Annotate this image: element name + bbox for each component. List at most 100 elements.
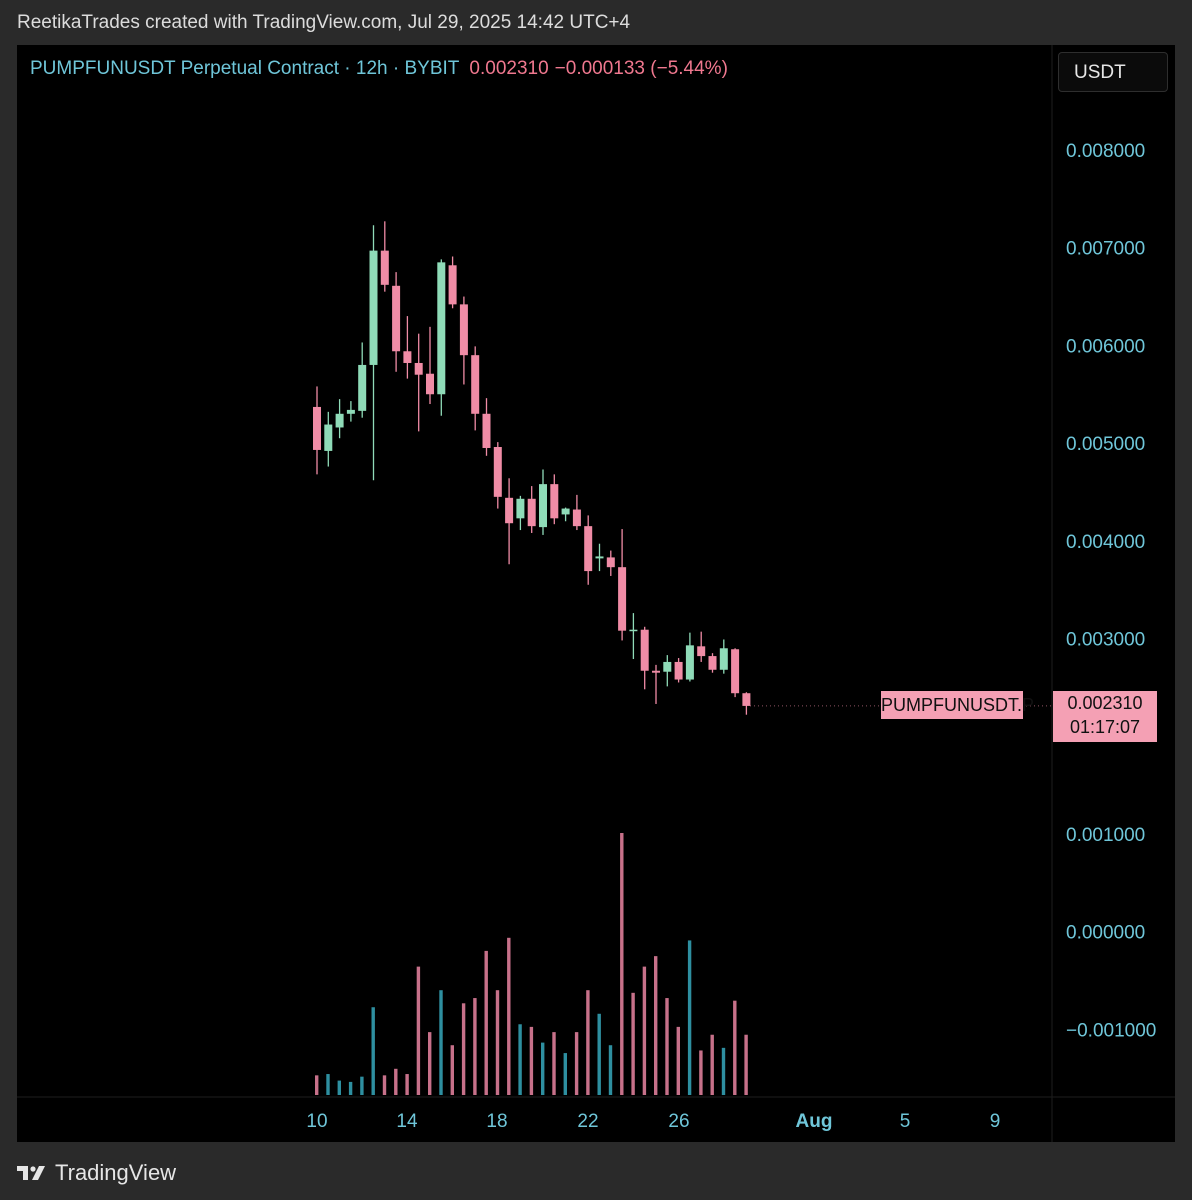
price-tick-label: 0.001000 [1066,825,1145,846]
candle-body [663,661,672,672]
candle-body [697,646,706,657]
volume-bar [450,1045,454,1095]
candle [324,411,333,467]
volume-bar [541,1042,545,1095]
volume-bar [665,998,669,1095]
candle-body [742,693,751,706]
candle-body [358,364,367,411]
candle [663,655,672,687]
last-price-tag-value: 0.002310 [1067,693,1143,713]
volume-bar [371,1007,375,1095]
candle [527,486,536,533]
volume-bar [315,1075,319,1095]
volume-bar [348,1081,353,1095]
time-tick-label: 9 [990,1111,1001,1132]
candle [426,326,434,405]
volume-bar [699,1050,703,1095]
candle [369,225,378,481]
candle-body [595,556,604,559]
currency-button[interactable]: USDT [1058,52,1168,92]
volume-bar [405,1074,409,1095]
volume-bar [518,1024,522,1095]
tradingview-logo[interactable]: TradingView [17,1160,176,1186]
price-tick-label: 0.006000 [1066,336,1145,357]
chart-area[interactable] [17,45,1175,1142]
bar-countdown: 01:17:07 [1069,717,1141,737]
volume-bar [507,937,511,1095]
candle-body [708,656,717,670]
volume-bar [733,1000,737,1095]
candles [313,221,1052,715]
candle [516,495,525,531]
candle-body [561,508,570,515]
time-tick-label: 14 [396,1111,418,1132]
volume-bar [721,1047,726,1095]
candle [572,494,581,531]
candle [584,515,593,585]
volume-bar [529,1026,534,1095]
candle [313,386,321,475]
candle [640,626,649,690]
volume-bar [473,998,477,1095]
candle-body [539,484,547,528]
candle-body [471,355,480,414]
candle-body [516,498,525,519]
brand-name: TradingView [55,1160,177,1185]
price-tick-label: 0.007000 [1066,239,1145,260]
time-axis: 10 14 18 22 26 Aug 5 9 [306,1111,1000,1132]
candle [414,333,423,432]
candle [505,478,514,565]
candle [719,639,728,674]
candle [629,613,638,660]
volume-bar [620,833,624,1095]
candle [550,474,559,525]
volume-bar [416,966,421,1095]
price-tick-label: 0.005000 [1066,434,1145,455]
candle-body [640,629,649,671]
price-tick-label: 0.000000 [1066,923,1145,944]
candle-body [505,497,514,524]
candle-body [437,262,446,395]
symbol-price-tag: PUMPFUNUSDT.P [881,691,1034,719]
candle [539,469,547,535]
candle-body [606,557,615,568]
candle [595,543,604,572]
last-price: 0.002310 [469,58,549,79]
candle-body [380,250,389,285]
candle [459,296,468,385]
candle [685,632,694,682]
time-tick-label: 18 [486,1111,507,1132]
candle [561,507,570,522]
volume-bar [631,992,635,1095]
last-price-tag: 0.002310 01:17:07 [1053,691,1157,742]
volume-bar [461,1003,466,1095]
time-tick-label: Aug [796,1111,833,1132]
price-axis: 0.008000 0.007000 0.006000 0.005000 0.004000… [1066,141,1156,1041]
candle [742,692,751,715]
candle-body [414,362,423,375]
candle [652,664,660,704]
candle-body [674,661,683,680]
candle [493,442,502,509]
candle-body [324,424,333,451]
candle [346,401,355,422]
candle [674,658,683,683]
attribution-text: ReetikaTrades created with TradingView.c… [17,12,631,33]
price-tick-label: −0.001000 [1066,1020,1156,1041]
tradingview-icon [17,1166,45,1180]
volume-bar [586,990,590,1095]
candle [448,256,457,309]
candle-body [403,351,412,363]
candle [731,648,740,698]
candle [471,346,480,431]
candle-body [550,484,559,519]
symbol-legend[interactable]: PUMPFUNUSDT Perpetual Contract · 12h · B… [30,58,728,80]
candle-body [482,413,491,448]
candle [437,259,446,416]
volume-bar [744,1034,748,1095]
time-tick-label: 22 [577,1111,598,1132]
volume-bar [687,940,692,1095]
candle-body [618,567,627,631]
candle [335,399,344,439]
